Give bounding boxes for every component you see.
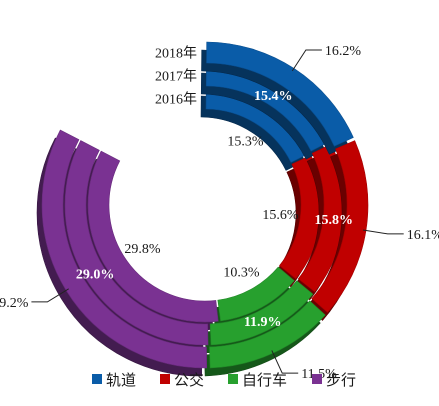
legend-label: 公交 [174,371,204,389]
ring-name-label: 2016年 [155,92,197,108]
slice-2018年-步行 [41,129,208,369]
ring-2018年 [36,41,369,377]
data-label: 29.2% [0,296,29,311]
slice-2017年-步行 [64,140,209,346]
slice-2018年-公交 [311,140,369,313]
slice-2018年-自行车 [209,300,326,369]
data-label: 29.8% [124,242,161,257]
leader-lines [31,49,404,374]
ring-name-labels: 2018年 2017年 2016年 [155,46,197,108]
leader-line [291,49,322,72]
data-label: 11.9% [244,315,282,330]
data-label: 16.2% [325,44,362,59]
slice-2017年-自行车 [209,280,314,346]
legend-swatch [92,374,102,384]
legend-label: 步行 [326,371,356,389]
data-label: 15.8% [314,213,353,228]
legend: 轨道 公交 自行车 步行 [92,371,356,389]
legend-swatch [312,374,322,384]
leader-line [362,229,404,235]
slice-2018年-轨道 [206,41,354,147]
data-label: 16.1% [407,228,439,243]
data-label: 10.3% [223,266,260,281]
rings-layer [36,41,369,377]
data-label: 29.0% [76,268,115,283]
data-label: 15.3% [227,135,264,150]
legend-swatch [160,374,170,384]
leader-line [271,350,299,374]
ring-name-label: 2017年 [155,69,197,85]
slice-2016年-步行 [87,150,219,323]
legend-swatch [228,374,238,384]
legend-label: 轨道 [106,371,136,389]
data-label: 15.6% [262,208,299,223]
data-labels: 15.3% 15.6% 10.3% 29.8% 15.4% 15.8% 11.9% 29.0%… [0,44,439,382]
slice-2016年-自行车 [217,266,295,322]
ring-name-label: 2018年 [155,46,197,62]
leader-line [31,288,69,303]
data-label: 15.4% [254,89,293,104]
legend-label: 自行车 [242,371,287,389]
